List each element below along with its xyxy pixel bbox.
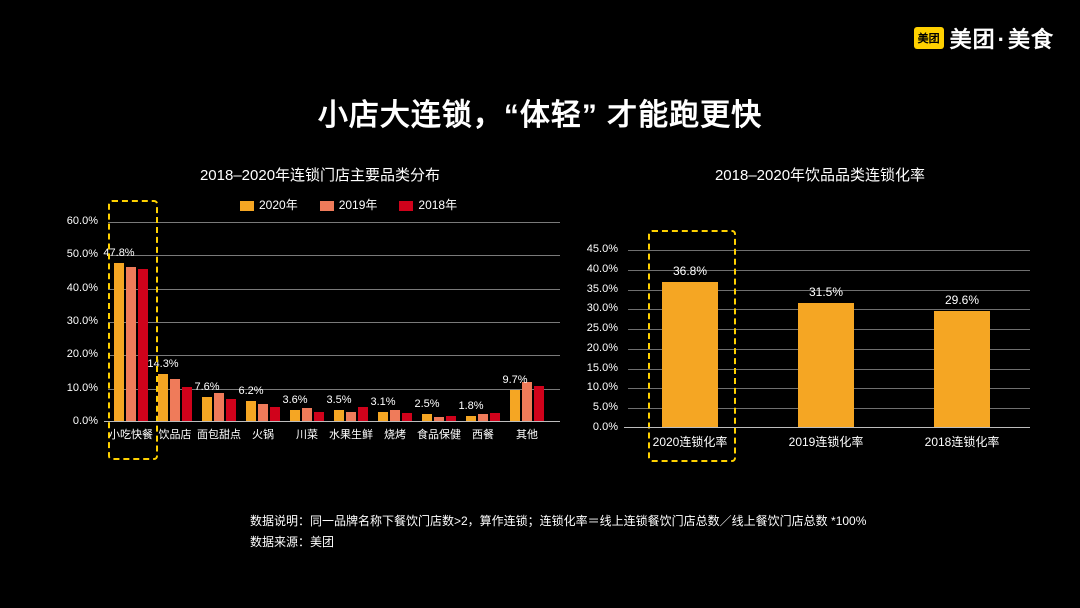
y-tick-label: 5.0%: [578, 401, 618, 413]
y-tick-label: 40.0%: [578, 263, 618, 275]
category-label: 水果生鲜: [329, 426, 373, 442]
right-baseline: [624, 427, 1030, 428]
category-label: 食品保健: [417, 426, 461, 442]
legend-item: 2020年: [240, 196, 298, 213]
bar: [798, 303, 854, 428]
bar: [182, 387, 192, 422]
y-tick-label: 60.0%: [58, 215, 98, 227]
bar-value-label: 6.2%: [238, 385, 263, 397]
y-tick-label: 30.0%: [578, 302, 618, 314]
gridline: [108, 322, 560, 323]
category-label: 面包甜点: [197, 426, 241, 442]
bar-value-label: 1.8%: [458, 400, 483, 412]
category-label: 其他: [516, 426, 538, 442]
bar-value-label: 3.5%: [326, 394, 351, 406]
y-tick-label: 15.0%: [578, 362, 618, 374]
legend-swatch: [320, 201, 334, 211]
legend-item: 2018年: [399, 196, 457, 213]
bar-value-label: 29.6%: [945, 293, 979, 307]
bar: [258, 404, 268, 422]
y-tick-label: 25.0%: [578, 322, 618, 334]
category-label: 2020连锁化率: [653, 433, 728, 450]
y-tick-label: 40.0%: [58, 282, 98, 294]
legend-swatch: [399, 201, 413, 211]
left-chart: 47.8%14.3%7.6%6.2%3.6%3.5%3.1%2.5%1.8%9.…: [100, 222, 560, 460]
bar-value-label: 9.7%: [502, 374, 527, 386]
category-label: 饮品店: [159, 426, 192, 442]
footer-notes: 数据说明：同一品牌名称下餐饮门店数>2，算作连锁；连锁化率＝线上连锁餐饮门店总数…: [250, 511, 866, 552]
logo-text-b: 美食: [1008, 27, 1054, 52]
bar: [510, 390, 520, 422]
category-label: 2018连锁化率: [925, 433, 1000, 450]
gridline: [108, 289, 560, 290]
category-label: 2019连锁化率: [789, 433, 864, 450]
left-categories: 小吃快餐饮品店面包甜点火锅 川菜水果生鲜烧烤食品保健西餐 其他: [104, 424, 560, 460]
bar: [534, 386, 544, 422]
bar: [302, 408, 312, 422]
right-categories: 2020连锁化率 2019连锁化率 2018连锁化率: [624, 430, 1030, 460]
logo-text: 美团·美食: [950, 22, 1054, 54]
bar: [214, 393, 224, 422]
left-plot: 47.8%14.3%7.6%6.2%3.6%3.5%3.1%2.5%1.8%9.…: [104, 222, 560, 422]
y-tick-label: 20.0%: [58, 348, 98, 360]
bar-value-label: 7.6%: [194, 381, 219, 393]
bar: [522, 382, 532, 422]
category-label: 烧烤: [384, 426, 406, 442]
y-tick-label: 10.0%: [578, 381, 618, 393]
y-tick-label: 0.0%: [58, 415, 98, 427]
page-title: 小店大连锁，“体轻” 才能跑更快: [0, 90, 1080, 134]
footer-line-1: 数据说明：同一品牌名称下餐饮门店数>2，算作连锁；连锁化率＝线上连锁餐饮门店总数…: [250, 511, 866, 531]
legend-swatch: [240, 201, 254, 211]
bar: [158, 374, 168, 422]
bar: [202, 397, 212, 422]
y-tick-label: 50.0%: [58, 248, 98, 260]
right-plot: 36.8%31.5%29.6%: [624, 250, 1030, 428]
y-tick-label: 35.0%: [578, 283, 618, 295]
category-label: 西餐: [472, 426, 494, 442]
bar-value-label: 3.1%: [370, 396, 395, 408]
footer-line-2: 数据来源：美团: [250, 532, 866, 552]
left-baseline: [104, 421, 560, 422]
brand-logo: 美团 美团·美食: [914, 22, 1054, 54]
gridline: [108, 355, 560, 356]
legend-label: 2019年: [339, 198, 378, 212]
bar-value-label: 31.5%: [809, 285, 843, 299]
y-tick-label: 0.0%: [578, 421, 618, 433]
category-label: 火锅: [252, 426, 274, 442]
right-chart-title: 2018–2020年饮品品类连锁化率: [640, 164, 1000, 185]
legend: 2020年 2019年 2018年: [240, 196, 457, 213]
bar: [226, 399, 236, 422]
bar-value-label: 2.5%: [414, 398, 439, 410]
category-label: 小吃快餐: [109, 426, 153, 442]
gridline: [108, 222, 560, 223]
category-label: 川菜: [296, 426, 318, 442]
legend-label: 2020年: [259, 198, 298, 212]
logo-text-a: 美团: [950, 27, 996, 52]
y-tick-label: 10.0%: [58, 382, 98, 394]
left-chart-title: 2018–2020年连锁门店主要品类分布: [110, 164, 530, 185]
legend-label: 2018年: [418, 198, 457, 212]
right-chart: 36.8%31.5%29.6% 2020连锁化率2019连锁化率2018连锁化率…: [620, 250, 1030, 460]
gridline: [108, 255, 560, 256]
legend-item: 2019年: [320, 196, 378, 213]
bar: [358, 407, 368, 422]
logo-dot: ·: [996, 27, 1008, 52]
logo-badge: 美团: [914, 27, 944, 49]
bar-value-label: 3.6%: [282, 394, 307, 406]
bar: [270, 407, 280, 422]
y-tick-label: 45.0%: [578, 243, 618, 255]
bar: [246, 401, 256, 422]
y-tick-label: 30.0%: [58, 315, 98, 327]
bar: [170, 379, 180, 422]
y-tick-label: 20.0%: [578, 342, 618, 354]
bar: [934, 311, 990, 428]
